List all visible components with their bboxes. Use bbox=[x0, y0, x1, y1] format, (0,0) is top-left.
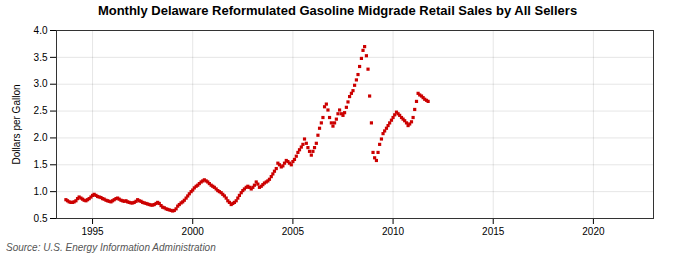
svg-text:1995: 1995 bbox=[81, 226, 104, 237]
svg-text:3.5: 3.5 bbox=[34, 52, 48, 63]
html-text:Source: U.S. Energy Informatio: Source: U.S. Energy Information Administ… bbox=[6, 242, 216, 253]
svg-text:2020: 2020 bbox=[582, 226, 605, 237]
svg-text:1.5: 1.5 bbox=[34, 159, 48, 170]
html-text:Monthly Delaware Reformulated: Monthly Delaware Reformulated Gasoline M… bbox=[97, 3, 578, 18]
svg-text:3.0: 3.0 bbox=[34, 78, 48, 89]
svg-text:2.5: 2.5 bbox=[34, 105, 48, 116]
svg-text:2000: 2000 bbox=[182, 226, 205, 237]
svg-text:2.0: 2.0 bbox=[34, 132, 48, 143]
svg-text:Dollars per Gallon: Dollars per Gallon bbox=[11, 84, 22, 164]
svg-text:2015: 2015 bbox=[482, 226, 505, 237]
svg-text:2005: 2005 bbox=[282, 226, 305, 237]
svg-text:0.5: 0.5 bbox=[34, 213, 48, 224]
svg-text:4.0: 4.0 bbox=[34, 25, 48, 36]
svg-text:1.0: 1.0 bbox=[34, 186, 48, 197]
svg-text:2010: 2010 bbox=[382, 226, 405, 237]
